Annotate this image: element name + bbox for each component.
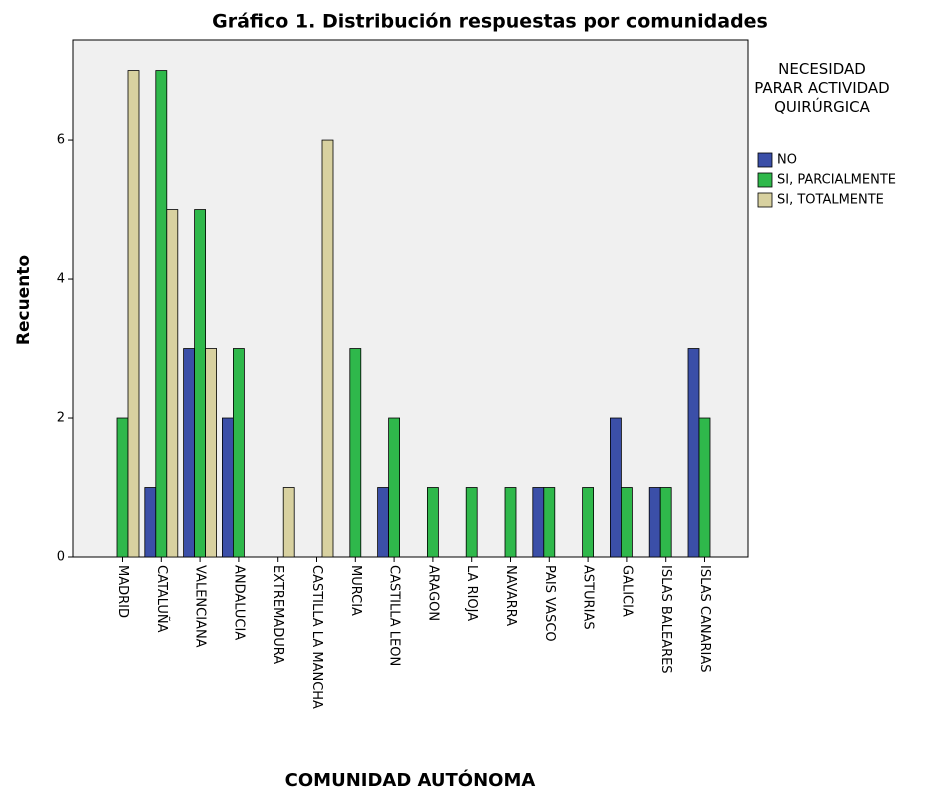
bar	[116, 417, 129, 558]
x-tick-label: ANDALUCIA	[231, 565, 246, 640]
bar	[349, 348, 362, 558]
bar	[205, 348, 218, 558]
bar	[543, 487, 556, 558]
bar	[687, 348, 700, 558]
x-tick-label: MURCIA	[348, 565, 363, 616]
bar	[582, 487, 594, 558]
x-tick-label: CASTILLA LEON	[387, 565, 402, 666]
x-tick-label: ARAGON	[425, 565, 440, 621]
y-tick-label: 6	[57, 133, 65, 148]
x-tick-label: GALICIA	[619, 565, 634, 617]
x-tick-label: ISLAS CANARIAS	[697, 565, 712, 673]
legend-swatch	[757, 192, 773, 208]
y-tick-label: 0	[57, 550, 65, 565]
x-axis-label: COMUNIDAD AUTÓNOMA	[285, 769, 536, 791]
bar	[321, 139, 334, 558]
bar	[648, 487, 661, 558]
y-tick-label: 2	[57, 411, 65, 426]
x-tick-label: VALENCIANA	[193, 565, 208, 648]
bar	[194, 209, 207, 558]
bar	[127, 70, 140, 558]
x-tick-label: CASTILLA LA MANCHA	[309, 565, 324, 709]
bar	[465, 487, 478, 558]
bar	[621, 487, 633, 558]
bar	[221, 417, 234, 558]
x-tick-label: CATALUÑA	[154, 565, 170, 633]
legend-label: SI, TOTALMENTE	[777, 193, 884, 208]
bar	[183, 348, 196, 558]
bar	[659, 487, 672, 558]
x-tick-label: ASTURIAS	[581, 565, 596, 630]
x-tick-label: ISLAS BALEARES	[658, 565, 673, 674]
x-tick-label: PAIS VASCO	[542, 565, 557, 642]
x-tick-label: MADRID	[115, 565, 130, 618]
x-tick-label: NAVARRA	[503, 565, 518, 626]
bar	[388, 417, 401, 558]
bar	[282, 487, 295, 558]
bar	[377, 487, 390, 558]
legend-swatch	[757, 172, 773, 188]
bar	[504, 487, 517, 558]
bar	[426, 487, 439, 558]
x-tick-label: EXTREMADURA	[270, 565, 285, 664]
bar	[144, 487, 157, 558]
bar	[232, 348, 245, 558]
bar	[532, 487, 545, 558]
legend-label: SI, PARCIALMENTE	[777, 173, 896, 188]
legend-title: NECESIDAD PARAR ACTIVIDAD QUIRÚRGICA	[754, 60, 890, 116]
y-axis-label: Recuento	[14, 255, 34, 345]
y-tick-label: 4	[57, 272, 65, 287]
bar	[610, 417, 622, 558]
bar	[698, 417, 711, 558]
bar	[166, 209, 179, 558]
bar	[155, 70, 168, 558]
x-tick-label: LA RIOJA	[464, 565, 479, 621]
legend-label: NO	[777, 153, 797, 168]
legend-swatch	[757, 152, 773, 168]
chart-title: Gráfico 1. Distribución respuestas por c…	[212, 11, 768, 33]
